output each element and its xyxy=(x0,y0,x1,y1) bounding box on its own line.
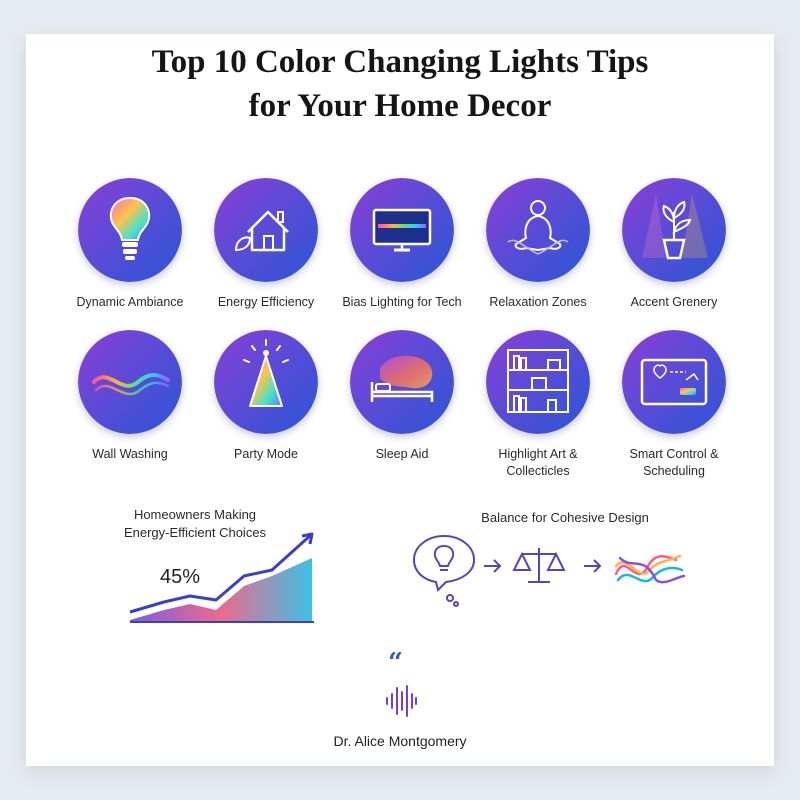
stat-title-line-2: Energy-Efficient Choices xyxy=(123,525,267,540)
scale-icon xyxy=(512,548,566,583)
tip-label: Sleep Aid xyxy=(375,447,429,461)
light-wave-icon xyxy=(78,330,182,434)
tip-party-mode: Party Mode xyxy=(196,330,336,463)
title-line-2: for Your Home Decor xyxy=(248,88,552,124)
stat-title-line-1: Homeowners Making xyxy=(133,507,257,522)
tip-label: Dynamic Ambiance xyxy=(76,295,184,309)
stat-title: Homeowners Making Energy-Efficient Choic… xyxy=(110,506,280,542)
idea-bulb-icon xyxy=(412,534,476,607)
tip-energy-efficiency: Energy Efficiency xyxy=(196,178,336,311)
tip-circle xyxy=(214,330,318,434)
potted-plant-icon xyxy=(622,178,726,282)
soundwave-icon xyxy=(386,685,417,717)
balance-title: Balance for Cohesive Design xyxy=(481,510,649,525)
tip-label: Bias Lighting for Tech xyxy=(342,295,462,309)
tip-label: Relaxation Zones xyxy=(489,295,587,309)
tip-circle xyxy=(350,178,454,282)
tip-label-line-1: Smart Control & xyxy=(629,447,719,461)
tip-accent-greenery: Accent Grenery xyxy=(604,178,744,311)
tip-circle xyxy=(622,178,726,282)
tip-label: Smart Control & Scheduling xyxy=(604,446,744,480)
tip-circle xyxy=(350,330,454,434)
tip-circle xyxy=(214,178,318,282)
tip-circle xyxy=(486,330,590,434)
tip-wall-washing: Wall Washing xyxy=(60,330,200,463)
rising-chart-icon xyxy=(129,532,314,623)
tip-label: Wall Washing xyxy=(92,447,168,461)
tip-sleep-aid: Sleep Aid xyxy=(332,330,472,463)
tip-label: Party Mode xyxy=(234,447,298,461)
tip-relaxation-zones: Relaxation Zones xyxy=(468,178,608,311)
tip-label: Energy Efficiency xyxy=(217,295,315,309)
balance-flow xyxy=(412,534,686,607)
tip-label: Accent Grenery xyxy=(630,295,718,309)
tip-highlight-art: Highlight Art & Collecticles xyxy=(468,330,608,480)
page-title: Top 10 Color Changing Lights Tips for Yo… xyxy=(0,40,800,128)
party-hat-icon xyxy=(214,330,318,434)
quote-author: Dr. Alice Montgomery xyxy=(333,733,467,749)
color-waves-icon xyxy=(614,554,686,584)
arrow-right-icon xyxy=(584,559,602,573)
smart-panel-icon xyxy=(622,330,726,434)
shelf-icon xyxy=(486,330,590,434)
tip-bias-lighting: Bias Lighting for Tech xyxy=(332,178,472,311)
tip-circle xyxy=(78,330,182,434)
tip-dynamic-ambiance: Dynamic Ambiance xyxy=(60,178,200,311)
tip-smart-control: Smart Control & Scheduling xyxy=(604,330,744,480)
house-leaf-icon xyxy=(214,178,318,282)
monitor-icon xyxy=(350,178,454,282)
tip-label-line-2: Collecticles xyxy=(506,464,570,478)
arrow-right-icon xyxy=(484,559,502,573)
tip-circle xyxy=(78,178,182,282)
tip-label-line-2: Scheduling xyxy=(643,464,705,478)
tip-circle xyxy=(622,330,726,434)
title-line-1: Top 10 Color Changing Lights Tips xyxy=(151,44,649,80)
stat-value: 45% xyxy=(160,566,201,588)
tip-circle xyxy=(486,178,590,282)
tip-label: Highlight Art & Collecticles xyxy=(468,446,608,480)
meditation-icon xyxy=(486,178,590,282)
tip-label-line-1: Highlight Art & xyxy=(498,447,578,461)
bed-icon xyxy=(350,330,454,434)
lightbulb-icon xyxy=(78,178,182,282)
quote-mark: “ xyxy=(388,648,403,678)
